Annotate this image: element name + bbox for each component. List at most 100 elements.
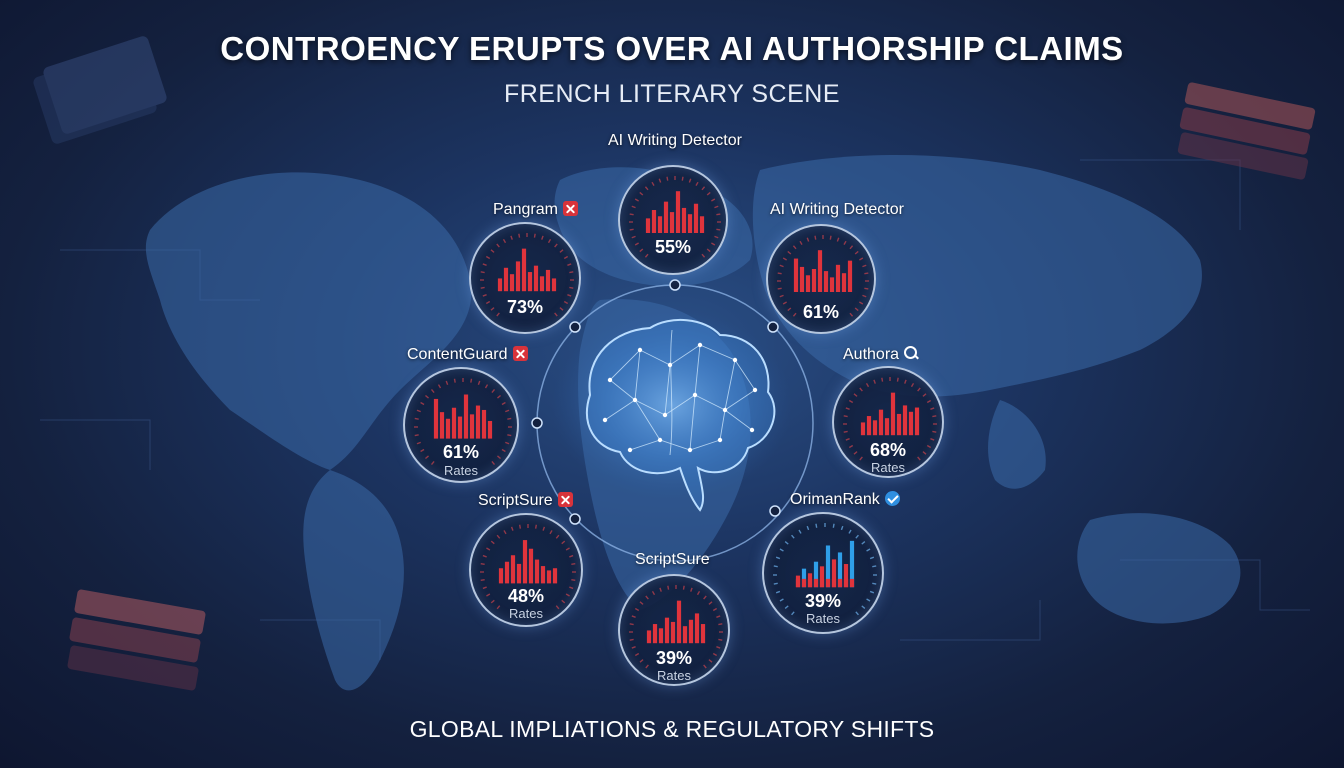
bar [681,207,687,233]
x-badge-icon [512,346,528,361]
gauge-ticks [777,235,869,317]
bar-base [801,578,807,588]
bar [669,212,675,233]
bar [902,405,908,436]
gauge-ticks [773,523,877,616]
detector-label: ScriptSure [478,492,573,510]
detector-label: Authora [843,345,919,364]
bar [819,566,825,588]
gauge-ring: 68% Rates [832,366,944,478]
bar [872,420,878,436]
book-stack-bottom-left [67,589,206,691]
bar [528,548,534,584]
bar [457,416,463,439]
bar [835,264,841,292]
percent-value: 39% [804,591,842,611]
gauge-ring: 48% Rates [469,513,583,627]
orbit-ring [531,279,814,562]
gauge-ring: 61% [766,224,876,334]
bar [837,552,843,588]
bar [694,613,700,644]
bar-base [807,578,813,588]
bar [433,398,439,439]
bar [682,626,688,644]
bar [884,418,890,436]
percent-value: 61% [442,442,480,462]
percent-value: 73% [506,297,544,317]
book-stack-top-left [33,36,167,144]
bar [510,555,516,584]
bar [522,540,528,584]
gauge-ring: 39% Rates [618,574,730,686]
bar [843,564,849,588]
bar [469,414,475,439]
percent-value: 39% [655,648,693,668]
bar [699,216,705,233]
brain-network-icon [552,310,792,512]
bar-chart [480,233,574,317]
search-icon [903,345,919,361]
bar-base [813,578,819,588]
bar-base [849,578,855,588]
gauge-ticks [629,176,721,258]
bar-chart [843,377,937,461]
detector-name: ScriptSure [635,551,710,568]
bar [700,624,706,644]
bar [498,568,504,584]
bar [847,260,853,292]
bar [664,617,670,644]
bar [914,407,920,436]
bar [663,201,669,233]
gauge-ring: 39% Rates [762,512,884,634]
bar [481,409,487,439]
rates-label: Rates [806,611,840,626]
bar [487,420,493,439]
bar [658,628,664,644]
bar [813,561,819,588]
bar [866,416,872,436]
bar [676,600,682,644]
bar [811,269,817,292]
bar [534,559,540,584]
page-title: CONTROENCY ERUPTS OVER AI AUTHORSHIP CLA… [220,30,1124,67]
bar [849,540,855,588]
page-footer: GLOBAL IMPLIATIONS & REGULATORY SHIFTS [409,716,935,742]
bar [540,566,546,584]
rates-label: Rates [871,460,905,475]
bar [896,413,902,436]
bar [890,392,896,436]
gauge-ring: 73% [469,222,581,334]
bar [509,274,515,292]
bar [908,411,914,436]
bar [799,266,805,292]
bar [675,191,681,233]
percent-value: 55% [654,237,692,257]
bar [451,407,457,439]
bar [516,563,522,584]
bar [841,273,847,292]
detector-label: OrimanRank [790,491,900,509]
bar-base [819,578,825,588]
bar [533,265,539,292]
detector-name: AI Writing Detector [770,201,904,218]
bar [521,248,527,292]
bar [693,203,699,233]
bar-chart [414,378,512,465]
bar [552,568,558,584]
x-badge-icon [562,201,578,216]
bar [817,250,823,292]
x-badge-icon [557,492,573,507]
bar [539,276,545,292]
bar-base [831,578,837,588]
bar [475,405,481,439]
bar [546,570,552,584]
bar [688,619,694,644]
detector-name: AI Writing Detector [608,132,742,149]
gauge-ticks [414,378,512,465]
detector-label: ScriptSure [635,551,710,569]
bar [793,258,799,292]
bar [825,545,831,588]
bar [646,630,652,644]
detector-label: AI Writing Detector [608,132,742,150]
detector-label: AI Writing Detector [770,201,904,219]
